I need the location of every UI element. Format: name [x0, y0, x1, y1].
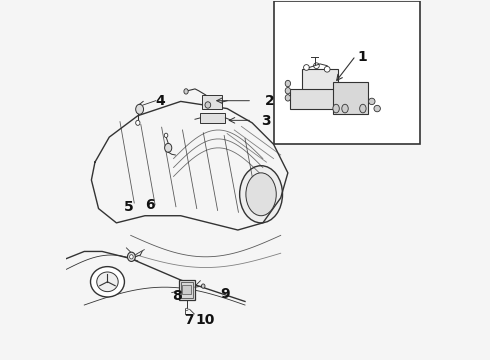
Text: 3: 3 [261, 114, 270, 128]
Ellipse shape [324, 66, 330, 72]
Text: 2: 2 [265, 94, 274, 108]
Ellipse shape [164, 133, 168, 138]
Ellipse shape [136, 104, 144, 114]
Ellipse shape [136, 120, 140, 125]
Bar [200, 113, 225, 123]
Bar [179, 280, 195, 300]
Bar [182, 285, 191, 294]
Bar [290, 89, 340, 109]
Text: 4: 4 [156, 94, 166, 108]
Text: 9: 9 [220, 287, 230, 301]
Ellipse shape [368, 98, 375, 105]
Bar [333, 82, 368, 114]
Ellipse shape [285, 80, 291, 87]
Text: 10: 10 [195, 313, 214, 327]
Bar [202, 95, 222, 109]
Text: 6: 6 [145, 198, 155, 212]
Ellipse shape [201, 284, 205, 288]
Bar [302, 69, 338, 94]
Ellipse shape [342, 104, 348, 113]
Ellipse shape [285, 87, 291, 94]
Ellipse shape [333, 104, 339, 113]
Text: 7: 7 [184, 313, 194, 327]
Text: 8: 8 [172, 289, 181, 303]
Text: 5: 5 [123, 200, 133, 214]
Ellipse shape [165, 143, 172, 152]
Ellipse shape [127, 252, 135, 261]
Ellipse shape [130, 255, 133, 259]
Ellipse shape [185, 308, 188, 310]
Ellipse shape [205, 102, 211, 108]
Ellipse shape [91, 267, 124, 297]
Ellipse shape [97, 272, 118, 292]
Ellipse shape [285, 95, 291, 101]
Bar [181, 282, 193, 298]
Ellipse shape [240, 166, 283, 223]
Ellipse shape [246, 173, 276, 216]
Text: 1: 1 [358, 50, 368, 64]
Ellipse shape [304, 64, 309, 70]
Ellipse shape [184, 89, 188, 94]
Ellipse shape [314, 63, 319, 68]
Ellipse shape [374, 105, 380, 112]
Ellipse shape [360, 104, 366, 113]
Bar [273, 1, 420, 144]
